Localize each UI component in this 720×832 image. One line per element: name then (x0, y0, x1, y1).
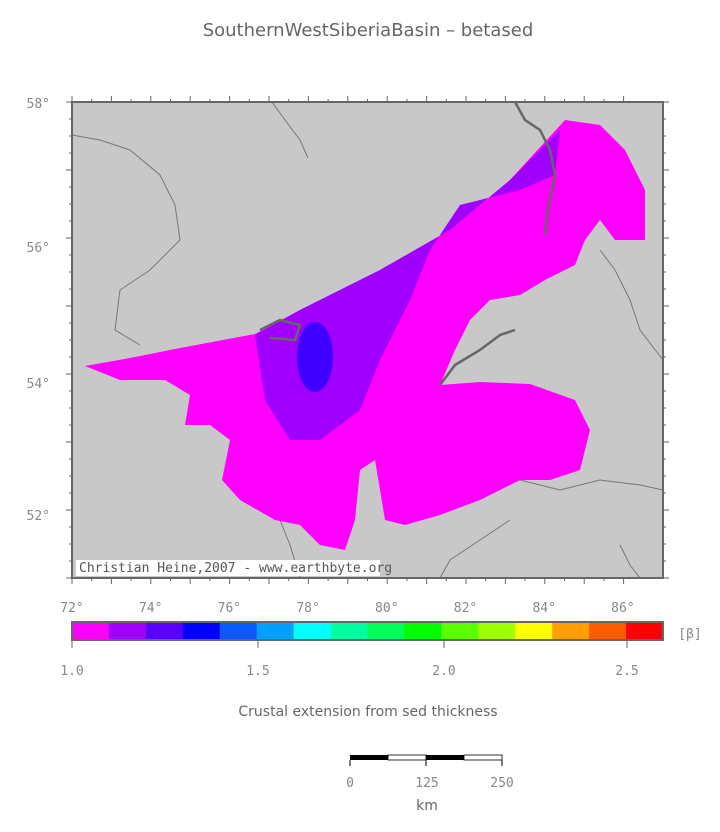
colorbar-swatch (589, 622, 627, 640)
lat-label: 56° (27, 241, 50, 256)
colorbar-swatch (626, 622, 664, 640)
scale-segment (463, 754, 503, 761)
lon-label: 72° (60, 601, 83, 616)
rivers (259, 101, 557, 386)
colorbar-tick-label: 2.5 (615, 664, 638, 679)
colorbar-swatch (293, 622, 332, 640)
colorbar-swatch (330, 622, 368, 640)
lon-label: 82° (454, 601, 477, 616)
scale-segment (350, 755, 388, 760)
scale-segment (387, 754, 427, 761)
colorbar-swatch (182, 622, 221, 640)
colorbar: 1.0 1.5 2.0 2.5 (60, 621, 664, 679)
credit-box (76, 560, 380, 576)
scale-unit: km (416, 798, 438, 814)
colorbar-unit: [β] (678, 627, 701, 642)
colorbar-swatch (256, 622, 295, 640)
colorbar-swatch (515, 622, 553, 640)
lon-label: 80° (375, 601, 398, 616)
lon-label: 78° (296, 601, 319, 616)
scale-label: 125 (415, 776, 438, 791)
lat-label: 54° (27, 377, 50, 392)
colorbar-swatch (72, 622, 110, 640)
colorbar-swatch (552, 622, 590, 640)
credit: Christian Heine,2007 - www.earthbyte.org (79, 561, 392, 576)
colorbar-tick-label: 1.0 (60, 664, 83, 679)
colorbar-swatch (478, 622, 516, 640)
lon-label: 76° (218, 601, 241, 616)
lat-label: 58° (27, 97, 50, 112)
lon-label: 86° (611, 601, 634, 616)
colorbar-swatch (404, 622, 442, 640)
scale-label: 250 (490, 776, 513, 791)
colorbar-swatch (145, 622, 184, 640)
colorbar-tick-label: 1.5 (246, 664, 269, 679)
colorbar-tick-label: 2.0 (432, 664, 455, 679)
colorbar-caption: Crustal extension from sed thickness (238, 704, 497, 720)
scale-label: 0 (346, 776, 354, 791)
lon-label: 74° (139, 601, 162, 616)
lat-label: 52° (27, 509, 50, 524)
lon-label: 84° (532, 601, 555, 616)
scale-segment (426, 755, 464, 760)
colorbar-frame (71, 621, 664, 641)
colorbar-swatch (108, 622, 147, 640)
map: Christian Heine,2007 - www.earthbyte.org (71, 101, 664, 579)
colorbar-swatch (219, 622, 258, 640)
title: SouthernWestSiberiaBasin – betased (203, 20, 534, 41)
colorbar-swatch (441, 622, 479, 640)
scale-bar (349, 754, 503, 766)
basin-beta-1.2 (297, 322, 333, 392)
colorbar-swatch (367, 622, 405, 640)
frame-ticks (66, 96, 669, 584)
